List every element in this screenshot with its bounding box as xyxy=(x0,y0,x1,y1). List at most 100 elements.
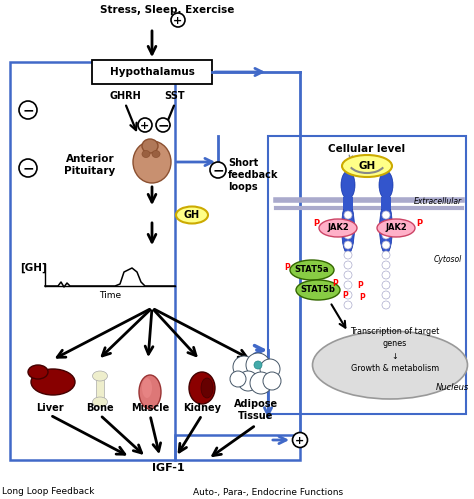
Ellipse shape xyxy=(341,202,355,254)
FancyBboxPatch shape xyxy=(92,60,212,84)
Text: −: − xyxy=(22,162,34,176)
Ellipse shape xyxy=(377,219,415,237)
Text: Short
feedback
loops: Short feedback loops xyxy=(228,158,279,193)
Ellipse shape xyxy=(312,331,467,399)
Circle shape xyxy=(382,231,390,239)
Text: P: P xyxy=(357,280,363,289)
Circle shape xyxy=(260,359,280,379)
Text: Nucleus: Nucleus xyxy=(436,384,469,393)
Circle shape xyxy=(233,356,255,378)
Circle shape xyxy=(382,271,390,279)
Circle shape xyxy=(382,241,390,249)
Text: Time: Time xyxy=(99,291,121,300)
Circle shape xyxy=(138,118,152,132)
Ellipse shape xyxy=(201,378,213,398)
Circle shape xyxy=(156,118,170,132)
Text: STAT5a: STAT5a xyxy=(295,265,329,274)
Ellipse shape xyxy=(142,378,152,398)
Text: GH: GH xyxy=(184,210,200,220)
Circle shape xyxy=(382,261,390,269)
Ellipse shape xyxy=(133,141,171,183)
Circle shape xyxy=(292,433,308,448)
Circle shape xyxy=(246,353,270,377)
Text: P: P xyxy=(359,293,365,302)
Text: Adipose
Tissue: Adipose Tissue xyxy=(234,399,278,421)
Ellipse shape xyxy=(319,219,357,237)
Circle shape xyxy=(344,271,352,279)
Text: +: + xyxy=(173,15,182,25)
Ellipse shape xyxy=(290,260,334,280)
Circle shape xyxy=(382,211,390,219)
Circle shape xyxy=(238,371,258,391)
Circle shape xyxy=(19,159,37,177)
Ellipse shape xyxy=(342,155,392,177)
Ellipse shape xyxy=(341,171,355,199)
Ellipse shape xyxy=(380,202,392,254)
Bar xyxy=(381,197,391,209)
Ellipse shape xyxy=(379,171,393,199)
Text: +: + xyxy=(295,436,305,446)
Text: Auto-, Para-, Endocrine Functions: Auto-, Para-, Endocrine Functions xyxy=(193,488,343,497)
Ellipse shape xyxy=(142,139,158,153)
Text: +: + xyxy=(140,120,150,131)
Circle shape xyxy=(230,371,246,387)
Circle shape xyxy=(344,281,352,289)
Circle shape xyxy=(382,221,390,229)
Circle shape xyxy=(250,372,272,394)
Text: STAT5b: STAT5b xyxy=(301,285,336,294)
Text: Kidney: Kidney xyxy=(183,403,221,413)
Circle shape xyxy=(171,13,185,27)
Text: Stress, Sleep, Exercise: Stress, Sleep, Exercise xyxy=(100,5,234,15)
Circle shape xyxy=(344,291,352,299)
Circle shape xyxy=(344,261,352,269)
Text: GH: GH xyxy=(358,161,375,171)
Circle shape xyxy=(254,361,262,369)
Text: Cytosol: Cytosol xyxy=(434,255,462,264)
Circle shape xyxy=(382,291,390,299)
Text: Cellular level: Cellular level xyxy=(328,144,406,154)
Text: −: − xyxy=(212,164,224,178)
Circle shape xyxy=(19,101,37,119)
Circle shape xyxy=(382,281,390,289)
Text: P: P xyxy=(342,290,348,299)
Text: [GH]: [GH] xyxy=(20,263,47,273)
Text: JAK2: JAK2 xyxy=(327,224,349,233)
Circle shape xyxy=(344,221,352,229)
Ellipse shape xyxy=(92,397,108,407)
Ellipse shape xyxy=(139,375,161,409)
Ellipse shape xyxy=(176,207,208,224)
Circle shape xyxy=(344,251,352,259)
Ellipse shape xyxy=(152,151,160,158)
Text: P: P xyxy=(313,219,319,228)
Ellipse shape xyxy=(31,369,75,395)
Bar xyxy=(343,197,353,209)
Circle shape xyxy=(344,211,352,219)
Text: Muscle: Muscle xyxy=(131,403,169,413)
Text: Bone: Bone xyxy=(86,403,114,413)
Text: Extracellular: Extracellular xyxy=(414,197,462,206)
Ellipse shape xyxy=(92,371,108,381)
Circle shape xyxy=(382,251,390,259)
Text: Transcription of target
genes
↓
Growth & metabolism: Transcription of target genes ↓ Growth &… xyxy=(350,327,439,373)
Text: Hypothalamus: Hypothalamus xyxy=(109,67,194,77)
Ellipse shape xyxy=(142,151,150,158)
Circle shape xyxy=(344,231,352,239)
Text: P: P xyxy=(332,279,338,288)
Bar xyxy=(96,376,104,402)
Text: −: − xyxy=(22,103,34,117)
Ellipse shape xyxy=(296,280,340,300)
Text: −: − xyxy=(157,118,169,133)
Text: GHRH: GHRH xyxy=(109,91,141,101)
Ellipse shape xyxy=(28,365,48,379)
Text: Anterior
Pituitary: Anterior Pituitary xyxy=(64,154,116,176)
Text: SST: SST xyxy=(164,91,185,101)
Circle shape xyxy=(382,301,390,309)
Text: JAK2: JAK2 xyxy=(385,224,407,233)
Text: P: P xyxy=(416,219,422,228)
Text: P: P xyxy=(284,262,290,271)
Text: IGF-1: IGF-1 xyxy=(152,463,184,473)
Text: Long Loop Feedback: Long Loop Feedback xyxy=(2,488,94,497)
Circle shape xyxy=(263,372,281,390)
Ellipse shape xyxy=(189,372,215,404)
Circle shape xyxy=(344,301,352,309)
